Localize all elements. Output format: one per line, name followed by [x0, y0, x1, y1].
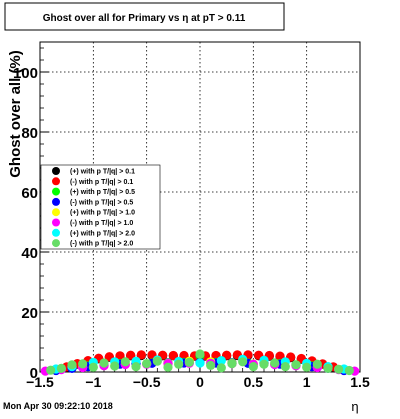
- y-tick-label: 80: [21, 125, 38, 142]
- data-point: [152, 356, 162, 366]
- legend-entry-label: (+) with p T/|q| > 1.0: [70, 210, 135, 217]
- data-point: [110, 361, 120, 371]
- data-point: [46, 365, 56, 375]
- x-tick-label: 1.5: [350, 374, 370, 390]
- legend-marker: [52, 228, 60, 237]
- legend-entry-label: (-) with p T/|q| > 0.5: [70, 199, 133, 206]
- legend-entry-label: (+) with p T/|q| > 0.5: [70, 189, 135, 196]
- legend-entry-label: (-) with p T/|q| > 1.0: [70, 220, 133, 227]
- data-point: [270, 358, 280, 368]
- data-point: [334, 364, 344, 374]
- x-tick-label: 0.5: [244, 374, 264, 390]
- y-tick-label: 40: [21, 245, 38, 262]
- data-point: [184, 357, 194, 367]
- legend-layer: (+) with p T/|q| > 0.1 (-) with p T/|q| >…: [52, 167, 135, 248]
- data-point: [168, 350, 178, 361]
- legend-marker: [52, 208, 60, 217]
- data-point: [248, 362, 258, 372]
- legend-marker: [52, 239, 60, 248]
- data-point: [195, 358, 205, 368]
- data-point: [131, 362, 141, 372]
- legend-entry-label: (+) with p T/|q| > 0.1: [70, 169, 135, 176]
- x-axis-label: η: [351, 399, 358, 414]
- legend-box: [40, 164, 161, 250]
- data-point: [216, 356, 226, 366]
- data-point: [312, 359, 322, 369]
- y-axis-label: Ghost over all (%): [7, 50, 24, 178]
- data-point: [163, 362, 173, 372]
- x-tick-label: 0: [196, 374, 204, 390]
- data-point: [126, 350, 136, 360]
- chart-title: Ghost over all for Primary vs η at pT > …: [43, 13, 246, 24]
- data-point: [67, 360, 77, 370]
- data-point: [174, 359, 184, 369]
- data-point: [227, 359, 237, 369]
- legend-marker: [52, 197, 60, 206]
- data-point: [302, 362, 312, 372]
- x-tick-label: −0.5: [133, 374, 161, 390]
- legend-entry-label: (-) with p T/|q| > 2.0: [70, 241, 133, 248]
- data-point: [99, 358, 109, 368]
- data-point: [206, 360, 216, 370]
- y-tick-label: 100: [13, 65, 38, 82]
- data-point: [216, 363, 226, 373]
- data-point: [88, 362, 98, 372]
- title-box: [4, 2, 285, 31]
- x-tick-label: −1: [85, 374, 101, 390]
- data-point: [142, 359, 152, 369]
- data-point: [195, 349, 205, 359]
- points-layer: [40, 349, 360, 376]
- y-tick-label: 60: [21, 185, 38, 202]
- legend-entry-label: (+) with p T/|q| > 2.0: [70, 230, 135, 237]
- legend-marker: [52, 167, 60, 175]
- series-8: [46, 349, 354, 376]
- data-point: [259, 359, 269, 369]
- x-tick-label: 1: [303, 374, 311, 390]
- data-point: [291, 360, 301, 370]
- legend-marker: [52, 177, 60, 186]
- y-tick-label: 20: [21, 305, 38, 322]
- data-point: [238, 357, 248, 367]
- data-point: [115, 351, 125, 361]
- data-point: [120, 357, 130, 367]
- x-tick-label: −1.5: [26, 374, 54, 390]
- data-point: [56, 363, 66, 373]
- data-point: [344, 365, 354, 376]
- legend-marker: [52, 218, 60, 227]
- legend-marker: [52, 187, 60, 196]
- data-point: [280, 362, 290, 372]
- axis-layer: −1.5 −1 −0.5 0 0.5 1 1.5 0 20 40 60 80 100: [13, 47, 370, 390]
- legend-entry-label: (-) with p T/|q| > 0.1: [70, 179, 133, 186]
- data-point: [136, 350, 146, 360]
- data-point: [78, 359, 88, 369]
- y-tick-label: 0: [30, 365, 38, 382]
- timestamp: Mon Apr 30 09:22:10 2018: [3, 401, 113, 411]
- data-point: [323, 363, 333, 373]
